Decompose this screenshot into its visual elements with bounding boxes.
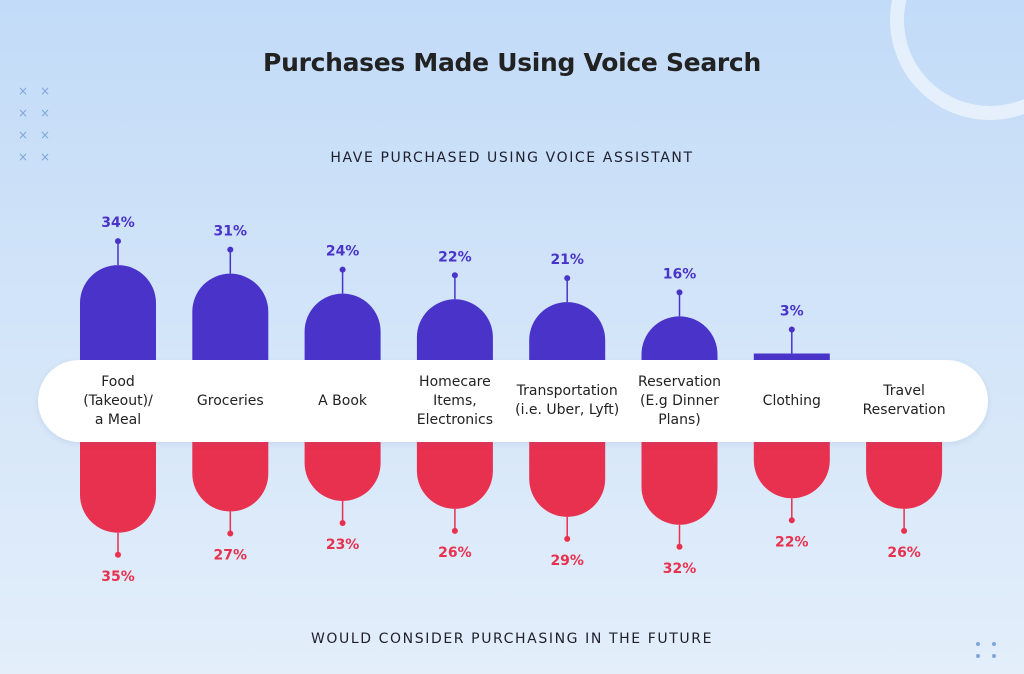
- bar-purchased: [192, 273, 269, 362]
- bar-purchased-stem-dot: [564, 275, 571, 282]
- category-label-band: [38, 360, 988, 442]
- bar-future: [529, 440, 606, 517]
- data-label-future: 27%: [214, 548, 248, 564]
- data-label-purchased: 22%: [438, 249, 472, 265]
- bar-purchased-stem-dot: [451, 272, 458, 279]
- category-label: Groceries: [196, 392, 264, 409]
- category-label: Transportation (i.e. Uber, Lyft): [515, 383, 620, 418]
- category-label: Reservation (E.g Dinner Plans): [637, 373, 722, 428]
- bar-purchased-stem-dot: [115, 238, 121, 245]
- data-label-future: 32%: [663, 561, 697, 577]
- bar-purchased-stem-dot: [676, 289, 683, 296]
- decorative-cross-pattern: × × × × × × × ×: [18, 84, 51, 164]
- series-label-future: WOULD CONSIDER PURCHASING IN THE FUTURE: [310, 631, 714, 647]
- data-label-future: 22%: [775, 534, 809, 550]
- bar-future-stem-dot: [451, 527, 458, 534]
- data-label-purchased: 16%: [663, 266, 697, 282]
- data-label-future: 29%: [550, 553, 584, 569]
- category-label: Homecare Items, Electronics: [416, 373, 494, 428]
- data-label-future: 23%: [326, 537, 360, 553]
- bar-future: [192, 440, 269, 512]
- data-label-purchased: 21%: [550, 252, 584, 268]
- chart-title: Purchases Made Using Voice Search: [263, 48, 761, 77]
- bar-future-stem-dot: [901, 527, 908, 534]
- bar-future: [80, 440, 156, 533]
- data-label-purchased: 24%: [326, 244, 360, 260]
- bar-future-stem-dot: [227, 530, 234, 537]
- bar-future: [753, 440, 830, 499]
- decorative-dot-pattern: [976, 642, 1008, 658]
- bar-future: [866, 440, 943, 509]
- bar-purchased: [641, 316, 718, 362]
- data-label-future: 26%: [887, 545, 921, 561]
- bar-future-stem-dot: [339, 519, 346, 526]
- bar-purchased-stem-dot: [788, 326, 795, 333]
- data-label-purchased: 3%: [780, 303, 804, 319]
- data-label-purchased: 31%: [214, 224, 248, 240]
- bar-purchased-stem-dot: [227, 246, 234, 253]
- data-label-purchased: 34%: [101, 215, 135, 231]
- bar-future: [416, 440, 493, 509]
- bar-purchased-stem-dot: [339, 266, 346, 273]
- category-label: Travel Reservation: [862, 383, 946, 418]
- bar-future-stem-dot: [788, 517, 795, 524]
- bar-future-stem-dot: [676, 543, 683, 550]
- bar-future-stem-dot: [115, 551, 121, 558]
- bar-purchased: [753, 353, 830, 362]
- bar-purchased: [80, 265, 156, 362]
- category-label: A Book: [318, 392, 368, 409]
- bar-future-stem-dot: [564, 535, 571, 542]
- series-label-purchased: HAVE PURCHASED USING VOICE ASSISTANT: [330, 150, 694, 166]
- bar-future: [641, 440, 718, 525]
- bar-future: [304, 440, 381, 501]
- bar-purchased: [529, 302, 606, 362]
- category-label: Food (Takeout)/ a Meal: [83, 373, 153, 428]
- bar-purchased: [304, 293, 381, 362]
- data-label-future: 35%: [101, 569, 135, 585]
- data-label-future: 26%: [438, 545, 472, 561]
- category-label: Clothing: [762, 392, 821, 409]
- bar-purchased: [416, 299, 493, 362]
